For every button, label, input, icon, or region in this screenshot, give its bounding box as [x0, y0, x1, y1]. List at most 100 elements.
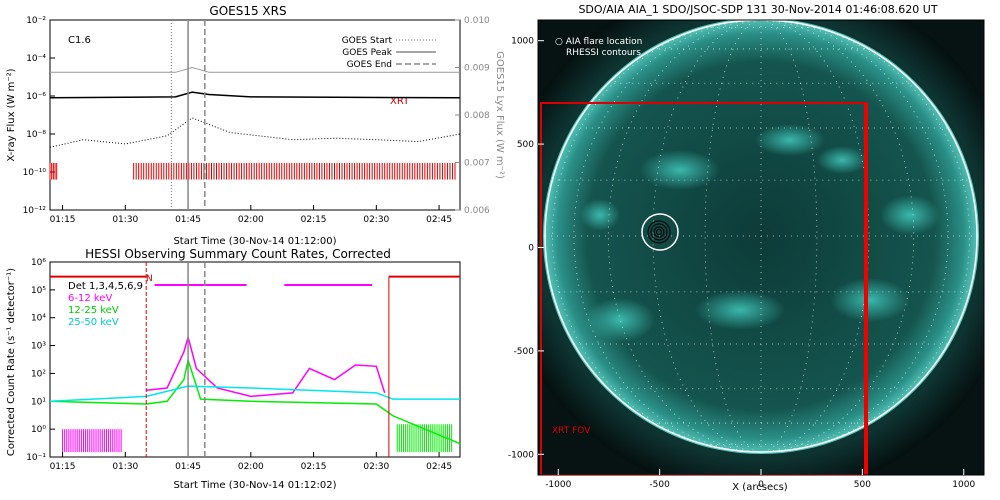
hessi-series-line — [146, 334, 386, 398]
hessi-y-tick-label: 10⁰ — [31, 425, 46, 435]
goes-y2-ticks: 0.010 0.009 0.008 0.007 0.006 — [455, 16, 490, 216]
aia-active-region — [755, 124, 825, 156]
hessi-x-tick-label: 02:45 — [426, 462, 452, 472]
goes-x-tick-label: 01:15 — [50, 215, 76, 225]
goes-xlabel: Start Time (30-Nov-14 01:12:00) — [173, 236, 336, 247]
goes-legend-end: GOES End — [347, 60, 392, 70]
aia-xlabel: X (arcsecs) — [732, 482, 788, 493]
goes-y-tick-label: 10⁻⁶ — [26, 92, 46, 102]
hessi-y-tick-label: 10⁴ — [31, 314, 46, 324]
rhessi-contour — [650, 223, 668, 241]
goes-x-tick-label: 01:45 — [175, 215, 201, 225]
goes-series-line — [49, 91, 461, 99]
aia-x-tick-label: 1000 — [952, 480, 975, 490]
goes-xrt-label: XRT — [390, 96, 410, 107]
goes-y-tick-label: 10⁻¹⁰ — [23, 168, 47, 178]
aia-y-ticks: -1000 -500 0 500 1000 — [508, 37, 544, 460]
hessi-legend-12-25: 12-25 keV — [68, 305, 119, 316]
aia-flare-location-circle — [641, 213, 679, 251]
rhessi-contour — [656, 229, 662, 235]
goes-y2label: GOES15 Lyx Flux (W m⁻²) — [494, 51, 505, 179]
aia-xrt-fov-label: XRT FOV — [552, 426, 591, 436]
hessi-n-label: N — [146, 274, 153, 284]
hessi-series-group — [49, 334, 461, 453]
goes-panel: GOES15 XRS 10⁻² 10⁻⁴ 10⁻⁶ 10⁻⁸ 10⁻¹⁰ 10⁻¹² 0.… — [6, 4, 505, 247]
hessi-series-line — [49, 357, 461, 445]
aia-active-region — [830, 278, 910, 322]
aia-flare-marker — [641, 213, 679, 251]
hessi-y-tick-label: 10¹ — [31, 397, 46, 407]
aia-x-tick-label: 0 — [758, 480, 764, 490]
aia-y-tick-label: 1000 — [511, 37, 534, 47]
aia-active-region — [585, 298, 655, 342]
aia-y-tick-label: 0 — [528, 244, 534, 254]
goes-y2-tick-label: 0.010 — [464, 16, 490, 26]
aia-panel: SDO/AIA AIA_1 SDO/JSOC-SDP 131 30-Nov-20… — [508, 3, 985, 493]
goes-ylabel: X-ray Flux (W m⁻²) — [6, 68, 17, 161]
aia-legend-flare: ○ AIA flare location — [555, 37, 642, 47]
goes-markers — [170, 20, 206, 210]
aia-y-tick-label: -500 — [514, 347, 535, 357]
hessi-panel: HESSI Observing Summary Count Rates, Cor… — [6, 247, 461, 491]
aia-lat-lon-grid — [545, 20, 977, 453]
hessi-xlabel: Start Time (30-Nov-14 01:12:02) — [173, 480, 336, 491]
hessi-x-tick-label: 01:15 — [50, 462, 76, 472]
goes-class-label: C1.6 — [68, 35, 91, 46]
aia-y-tick-label: 500 — [517, 140, 534, 150]
goes-xrt-ticks — [49, 162, 456, 180]
hessi-ylabel: Corrected Count Rate (s⁻¹ detector⁻¹) — [6, 268, 17, 456]
goes-legend: GOES Start GOES Peak GOES End — [342, 36, 436, 70]
hessi-x-tick-label: 01:45 — [175, 462, 201, 472]
aia-x-tick-label: -500 — [649, 480, 670, 490]
goes-legend-start: GOES Start — [342, 36, 393, 46]
goes-y2-tick-label: 0.007 — [464, 159, 490, 169]
goes-x-tick-label: 01:30 — [112, 215, 138, 225]
hessi-y-tick-label: 10³ — [31, 342, 46, 352]
aia-active-region — [880, 195, 940, 235]
hessi-y-tick-label: 10⁻¹ — [26, 453, 46, 463]
aia-grid-longitude — [704, 20, 762, 453]
aia-active-region — [695, 290, 785, 330]
goes-series-line — [50, 66, 460, 73]
goes-x-tick-label: 02:30 — [363, 215, 389, 225]
hessi-y-tick-label: 10⁵ — [31, 286, 46, 296]
hessi-det-label: Det 1,3,4,5,6,9 — [68, 281, 143, 292]
aia-y-tick-label: -1000 — [508, 450, 534, 460]
goes-y2-tick-label: 0.008 — [464, 111, 490, 121]
goes-y-tick-label: 10⁻¹² — [23, 206, 47, 216]
hessi-y-tick-label: 10⁶ — [31, 258, 46, 268]
hessi-legend-6-12: 6-12 keV — [68, 293, 112, 304]
hessi-markers — [50, 262, 460, 457]
aia-active-region — [580, 199, 620, 231]
aia-active-region — [817, 146, 867, 174]
rhessi-contour — [653, 226, 665, 238]
goes-y-tick-label: 10⁻² — [26, 16, 46, 26]
goes-y2-tick-label: 0.006 — [464, 206, 490, 216]
aia-x-tick-label: -1000 — [545, 480, 571, 490]
goes-x-tick-label: 02:00 — [238, 215, 264, 225]
aia-active-region — [640, 150, 720, 190]
goes-y-tick-label: 10⁻⁴ — [26, 54, 46, 64]
goes-title: GOES15 XRS — [209, 4, 286, 18]
goes-series-group — [49, 66, 461, 148]
rhessi-contour — [647, 220, 671, 244]
hessi-title: HESSI Observing Summary Count Rates, Cor… — [85, 247, 391, 261]
aia-x-tick-label: 500 — [854, 480, 871, 490]
goes-y-tick-label: 10⁻⁸ — [26, 130, 46, 140]
aia-bright-regions — [580, 124, 940, 342]
hessi-y-tick-label: 10² — [31, 369, 46, 379]
hessi-plot-frame — [49, 261, 461, 458]
goes-x-tick-label: 02:45 — [426, 215, 452, 225]
hessi-x-tick-label: 02:15 — [301, 462, 327, 472]
goes-plot-frame — [49, 19, 461, 211]
goes-series-line — [49, 117, 461, 148]
goes-y2-tick-label: 0.009 — [464, 64, 490, 74]
aia-title: SDO/AIA AIA_1 SDO/JSOC-SDP 131 30-Nov-20… — [578, 3, 937, 16]
hessi-x-ticks: 01:15 01:30 01:45 02:00 02:15 02:30 02:45 — [50, 452, 452, 472]
aia-grid-longitude — [760, 20, 818, 453]
goes-y-ticks: 10⁻² 10⁻⁴ 10⁻⁶ 10⁻⁸ 10⁻¹⁰ 10⁻¹² — [23, 16, 55, 216]
hessi-x-tick-label: 01:30 — [112, 462, 138, 472]
hessi-x-tick-label: 02:30 — [363, 462, 389, 472]
aia-legend-contours: RHESSI contours — [566, 48, 641, 58]
